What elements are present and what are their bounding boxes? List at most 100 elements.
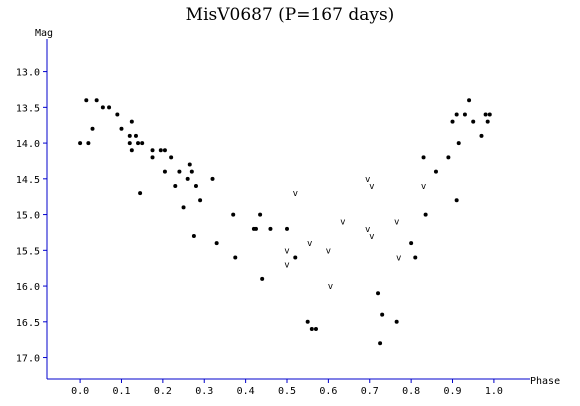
data-point (409, 241, 414, 246)
upper-limit-marker: v (365, 175, 370, 185)
y-tick-label: 14.0 (16, 139, 40, 150)
data-point (198, 198, 203, 203)
chart-title: MisV0687 (P=167 days) (186, 5, 395, 25)
x-tick-label: 0.2 (154, 386, 172, 397)
data-point (454, 198, 459, 203)
data-point (173, 183, 178, 188)
data-point (454, 112, 459, 117)
data-point (86, 141, 91, 146)
x-tick-label: 0.0 (71, 386, 89, 397)
x-tick-label: 0.1 (112, 386, 130, 397)
y-tick-label: 16.5 (16, 318, 40, 329)
data-point (313, 326, 318, 331)
data-point (129, 119, 134, 124)
upper-limit-marker: v (328, 282, 333, 292)
data-point (483, 112, 488, 117)
upper-limit-marker: v (307, 239, 312, 249)
data-point (181, 205, 186, 210)
data-point (450, 119, 455, 124)
upper-limit-marker: v (284, 246, 289, 256)
upper-limit-marker: v (284, 261, 289, 271)
data-point (378, 341, 383, 346)
data-point (90, 126, 95, 131)
x-tick-label: 0.7 (361, 386, 379, 397)
data-point (471, 119, 476, 124)
data-point (187, 162, 192, 167)
data-point (479, 133, 484, 138)
y-tick-label: 13.0 (16, 68, 40, 79)
data-point (462, 112, 467, 117)
y-tick-label: 17.0 (16, 354, 40, 365)
data-point (150, 148, 155, 153)
y-tick-label: 15.5 (16, 246, 40, 257)
data-point (115, 112, 120, 117)
data-point (305, 319, 310, 324)
upper-limit-marker: v (369, 232, 374, 242)
upper-limit-marker: v (421, 182, 426, 192)
data-point (133, 133, 138, 138)
data-point (185, 176, 190, 181)
data-point (129, 148, 134, 153)
data-point (94, 98, 99, 103)
data-point (136, 141, 141, 146)
x-tick-label: 0.4 (237, 386, 255, 397)
data-point (138, 191, 143, 196)
data-point (193, 183, 198, 188)
data-point (233, 255, 238, 260)
data-point (107, 105, 112, 110)
upper-limit-marker: v (293, 189, 298, 199)
data-point (268, 226, 273, 231)
y-tick-label: 15.0 (16, 211, 40, 222)
y-tick-label: 13.5 (16, 103, 40, 114)
data-point (162, 148, 167, 153)
data-point (84, 98, 89, 103)
x-tick-label: 1.0 (485, 386, 503, 397)
data-point (394, 319, 399, 324)
data-point (293, 255, 298, 260)
data-point (433, 169, 438, 174)
data-point (376, 291, 381, 296)
data-point (456, 141, 461, 146)
data-point (260, 276, 265, 281)
data-point (127, 141, 132, 146)
x-tick-label: 0.9 (443, 386, 461, 397)
data-point (214, 241, 219, 246)
data-point (380, 312, 385, 317)
x-tick-label: 0.6 (319, 386, 337, 397)
upper-limit-marker: v (394, 218, 399, 228)
upper-limit-marker: v (340, 218, 345, 228)
data-point (413, 255, 418, 260)
x-tick-label: 0.5 (278, 386, 296, 397)
x-axis-label: Phase (530, 376, 560, 387)
data-point (487, 112, 492, 117)
data-point (231, 212, 236, 217)
data-point (423, 212, 428, 217)
data-point (140, 141, 145, 146)
x-tick-label: 0.8 (402, 386, 420, 397)
y-tick-label: 14.5 (16, 175, 40, 186)
y-tick-label: 16.0 (16, 282, 40, 293)
data-point (485, 119, 490, 124)
upper-limit-marker: v (369, 182, 374, 192)
upper-limit-marker: v (396, 253, 401, 263)
ticks: 0.0 0.1 0.2 0.3 0.4 0.5 0.6 0.7 0.8 0.9 1.0 13.0 13.… (16, 68, 503, 397)
data-point (309, 326, 314, 331)
data-point (191, 234, 196, 239)
data-point (189, 169, 194, 174)
x-tick-label: 0.3 (195, 386, 213, 397)
data-point (467, 98, 472, 103)
data-point (100, 105, 105, 110)
data-point (78, 141, 83, 146)
data-point (127, 133, 132, 138)
data-point (169, 155, 174, 160)
data-point (210, 176, 215, 181)
data-point (177, 169, 182, 174)
data-point (446, 155, 451, 160)
data-point (421, 155, 426, 160)
data-point (162, 169, 167, 174)
data-point (285, 226, 289, 231)
data-point (158, 148, 163, 153)
